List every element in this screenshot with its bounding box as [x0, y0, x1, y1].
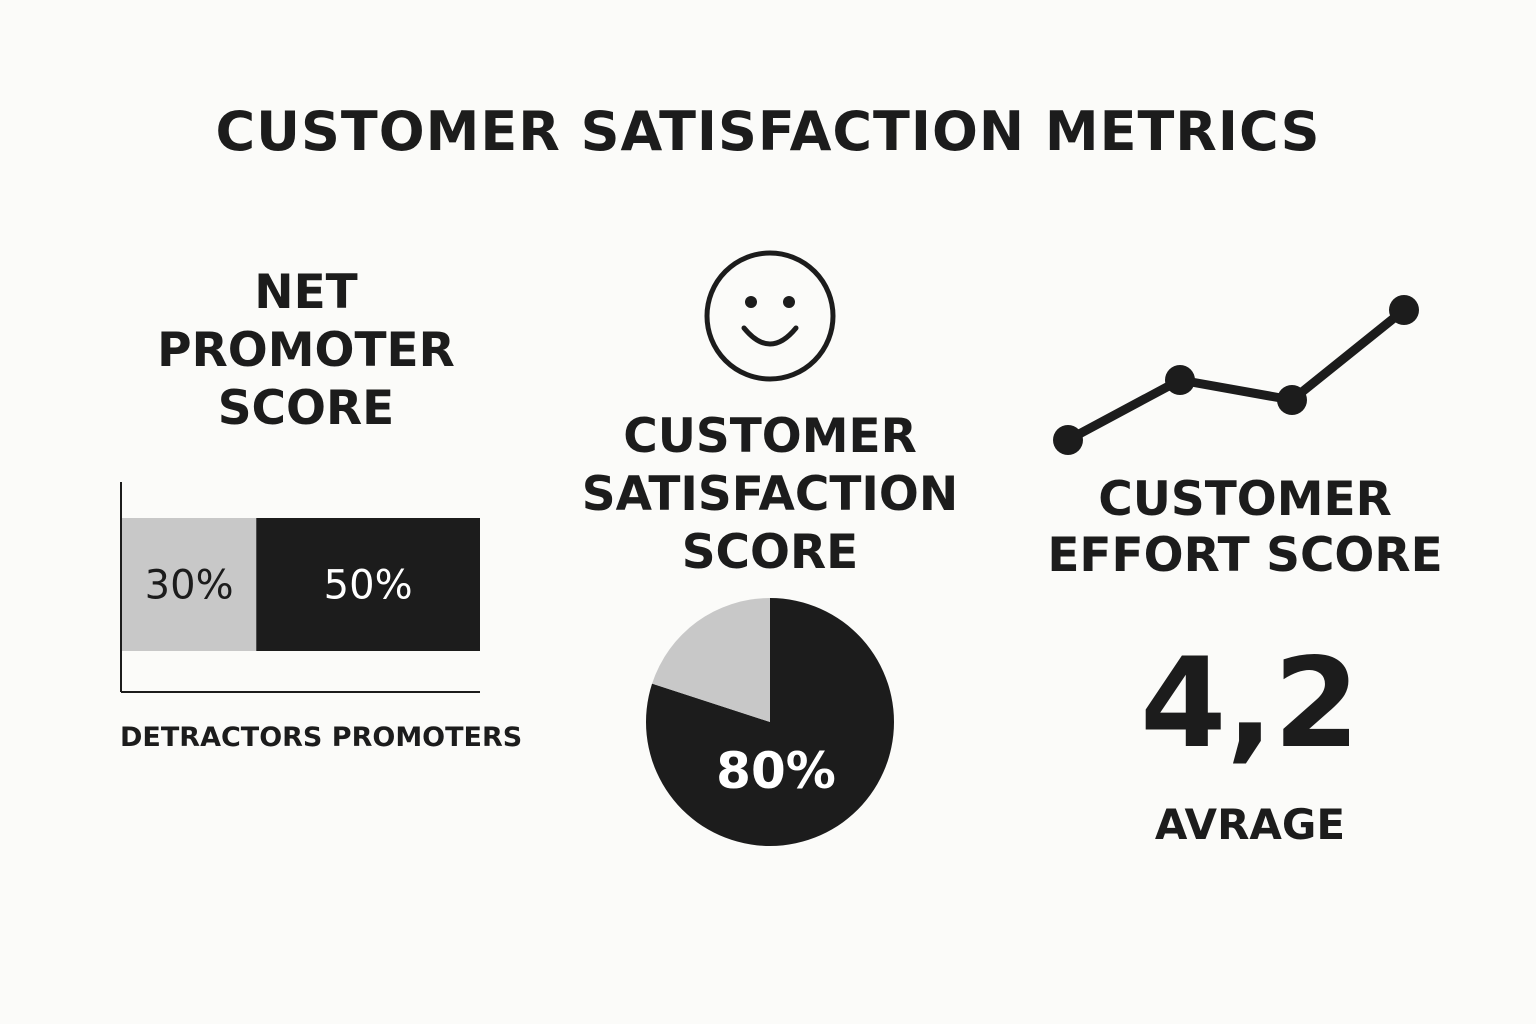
- csat-pie-slice-1: [652, 598, 770, 722]
- nps-axis-label: DETRACTORS PROMOTERS: [120, 722, 523, 753]
- ces-point-1: [1165, 365, 1195, 395]
- csat-title: CUSTOMER SATISFACTION SCORE: [581, 409, 959, 580]
- smiley-face-icon: [704, 250, 836, 382]
- ces-point-0: [1053, 425, 1083, 455]
- ces-title: CUSTOMER EFFORT SCORE: [1047, 472, 1443, 583]
- nps-bar-chart: 30% 50%: [120, 482, 480, 693]
- ces-value: 4,2: [1140, 632, 1360, 776]
- nps-bar-label-0: 30%: [145, 563, 234, 609]
- ces-point-2: [1277, 385, 1307, 415]
- nps-title: NET PROMOTER SCORE: [157, 265, 455, 436]
- nps-bar-segment-1: [256, 518, 480, 651]
- ces-point-3: [1389, 295, 1419, 325]
- page-title: CUSTOMER SATISFACTION METRICS: [215, 100, 1321, 163]
- nps-bar-label-1: 50%: [324, 563, 413, 609]
- ces-average-label: AVRAGE: [1154, 800, 1346, 849]
- nps-bar-segment-0: [122, 518, 257, 651]
- csat-pie-chart: 80%: [646, 598, 894, 846]
- ces-line-chart: [1053, 295, 1419, 455]
- ces-line: [1065, 306, 1407, 444]
- csat-pie-label: 80%: [716, 742, 836, 800]
